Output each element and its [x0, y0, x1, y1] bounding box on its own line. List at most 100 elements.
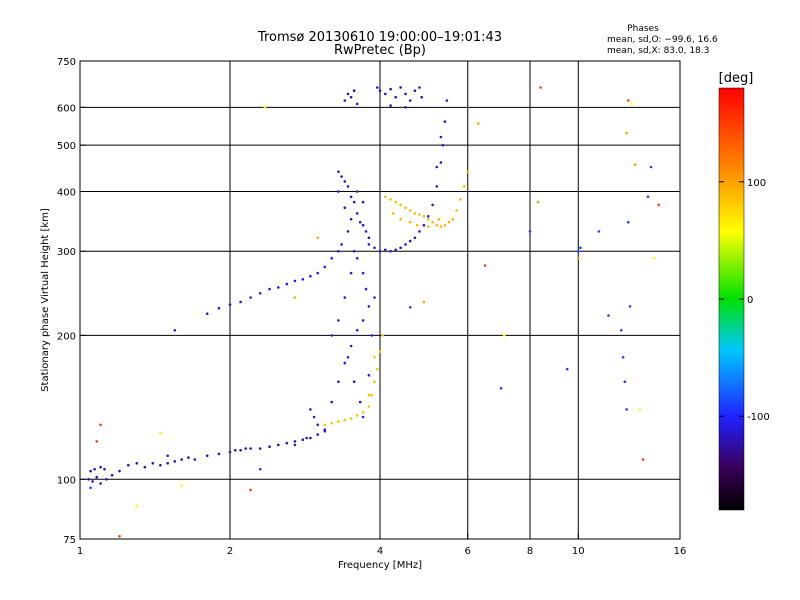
data-point [399, 86, 402, 89]
data-point [418, 213, 421, 216]
data-point [316, 236, 320, 240]
data-point [330, 334, 334, 337]
x-tick-label: 4 [377, 546, 383, 557]
data-point [95, 475, 98, 479]
data-point [323, 423, 327, 427]
x-tick-label: 8 [527, 546, 533, 557]
data-point [346, 185, 350, 188]
data-point [309, 408, 312, 411]
data-point [337, 319, 340, 322]
stats-line-x: mean, sd,X: 83.0, 18.3 [607, 46, 709, 56]
data-point [367, 405, 371, 408]
data-point [301, 438, 305, 442]
data-point [135, 462, 139, 465]
data-point [422, 215, 426, 218]
x-tick-label: 16 [674, 546, 687, 557]
data-point [143, 465, 147, 469]
data-point [447, 220, 451, 224]
data-point [87, 478, 90, 481]
data-point [330, 257, 334, 260]
data-point [391, 212, 395, 215]
data-point [361, 411, 365, 414]
data-point [422, 223, 426, 227]
data-point [249, 447, 252, 450]
data-point [135, 504, 139, 508]
x-tick-label: 1 [77, 546, 83, 557]
data-point [93, 467, 96, 471]
data-point [408, 239, 412, 243]
data-point [118, 469, 121, 473]
data-point [180, 458, 183, 461]
data-point [408, 209, 412, 212]
data-point [413, 212, 417, 215]
data-point [455, 209, 458, 212]
data-point [355, 102, 359, 106]
data-point [277, 286, 280, 289]
data-point [187, 456, 190, 459]
data-point [370, 393, 374, 397]
data-point [623, 380, 627, 384]
data-point [258, 447, 262, 450]
y-axis-label: Stationary phase Virtual Height [km] [40, 208, 51, 392]
data-point [268, 445, 271, 449]
colorbar-tick-label: 100 [747, 178, 766, 189]
data-point [337, 190, 340, 193]
data-point [378, 89, 382, 92]
data-point [431, 220, 434, 224]
data-point [413, 236, 417, 240]
data-point [378, 249, 382, 253]
data-point [309, 436, 312, 440]
data-point [352, 200, 356, 204]
data-point [427, 225, 430, 228]
data-point [349, 195, 353, 199]
data-point [499, 387, 503, 390]
data-point [343, 180, 347, 183]
data-point [268, 287, 271, 291]
data-point [361, 271, 365, 275]
data-point [621, 356, 625, 359]
data-point [323, 265, 327, 269]
data-point [293, 296, 297, 299]
y-tick-label: 300 [57, 247, 76, 258]
data-point [355, 329, 359, 332]
data-point [337, 420, 340, 423]
data-point [99, 482, 102, 485]
y-tick-label: 600 [57, 103, 76, 114]
data-point [277, 443, 280, 447]
data-point [443, 120, 447, 123]
data-point [483, 264, 487, 267]
data-point [408, 220, 412, 224]
data-point [358, 400, 362, 404]
data-point [309, 274, 312, 278]
data-point [217, 306, 221, 310]
data-point [373, 296, 376, 299]
data-point [364, 287, 368, 291]
data-point [343, 206, 347, 209]
data-point [159, 431, 162, 435]
data-point [323, 430, 327, 433]
data-point [528, 230, 532, 233]
data-point [536, 200, 540, 204]
data-point [293, 443, 297, 447]
data-point [349, 417, 353, 420]
data-point [437, 217, 441, 221]
data-point [103, 467, 106, 471]
data-point [466, 170, 470, 173]
data-point [370, 334, 374, 337]
y-axis-ticks: 75 100 200 300 400 500 600 750 [57, 57, 86, 546]
data-point [234, 449, 237, 452]
data-point [346, 230, 350, 233]
data-point [346, 356, 350, 359]
data-point [249, 296, 252, 299]
data-point [439, 135, 443, 139]
data-point [316, 423, 320, 427]
data-point [657, 203, 660, 207]
data-point [95, 440, 98, 443]
data-point [435, 185, 439, 188]
data-point [193, 458, 197, 461]
data-point [364, 230, 368, 233]
data-point [159, 463, 162, 467]
data-point [427, 215, 430, 218]
x-axis-label: Frequency [MHz] [338, 560, 422, 571]
